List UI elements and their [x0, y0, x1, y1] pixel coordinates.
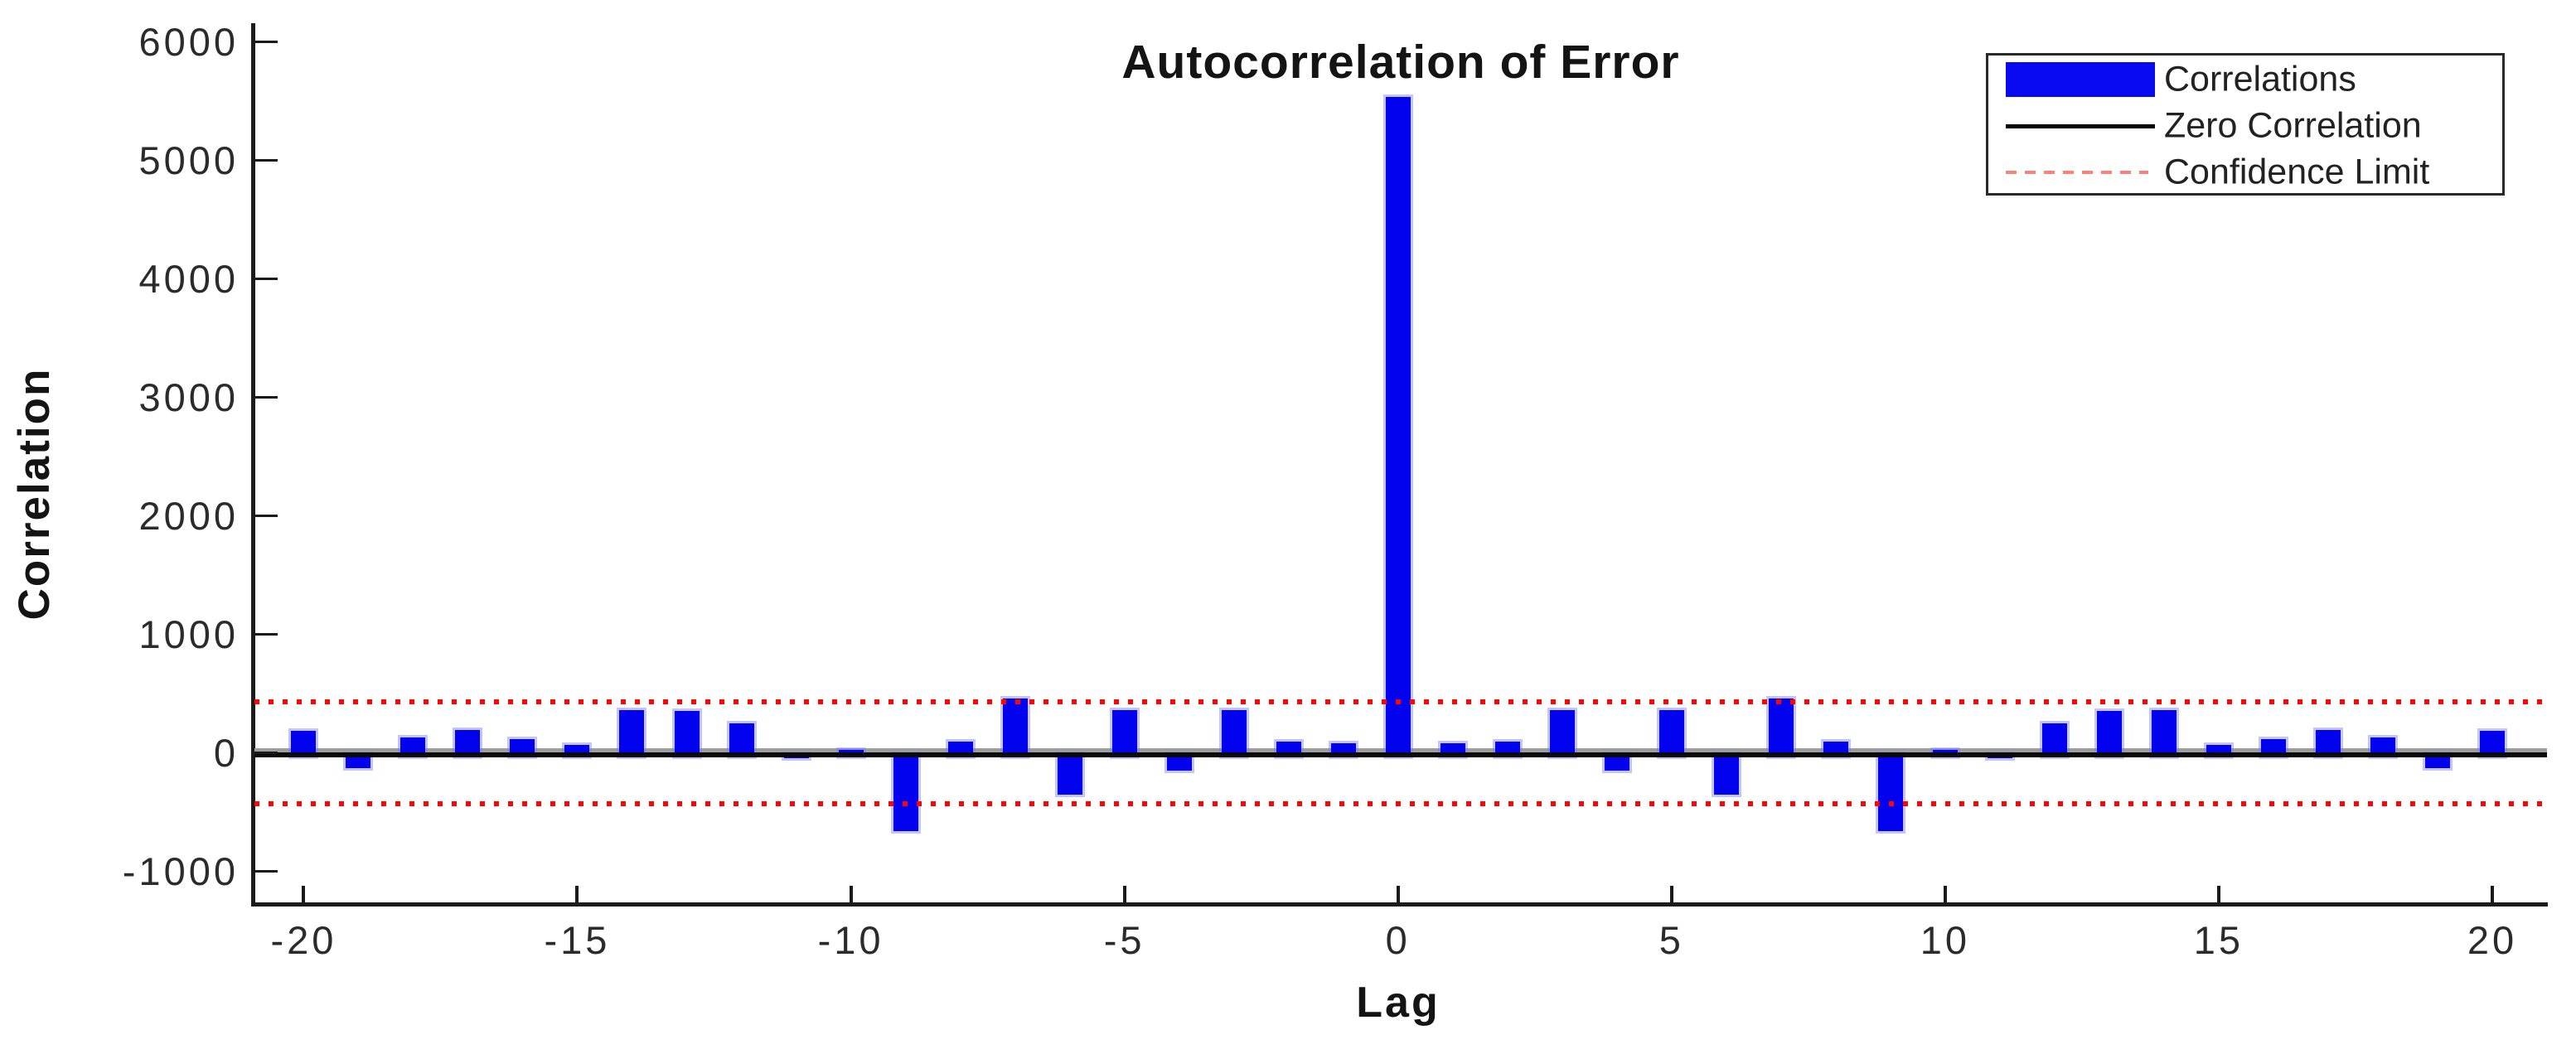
- x-tick: [1122, 886, 1126, 902]
- y-axis-spine: [251, 23, 255, 907]
- x-tick-label: -20: [270, 918, 337, 962]
- y-tick-label: -1000: [122, 849, 239, 893]
- bar-lag-3: [1549, 709, 1575, 757]
- bar-lag-6: [1713, 753, 1739, 795]
- bar-lag-7: [1768, 699, 1794, 757]
- legend-item-zero-correlation: Zero Correlation: [1988, 103, 2502, 149]
- x-tick-label: 10: [1920, 918, 1970, 962]
- bar-lag--9: [893, 753, 918, 832]
- legend-item-correlations: Correlations: [1988, 56, 2502, 103]
- bar-lag--18: [400, 737, 426, 757]
- x-tick: [575, 886, 579, 902]
- black-line-swatch-icon: [2006, 124, 2155, 128]
- bar-lag--12: [729, 723, 754, 757]
- zero-correlation-line: [254, 752, 2547, 757]
- x-tick: [2490, 886, 2494, 902]
- blue-bar-swatch-icon: [2006, 62, 2155, 97]
- bar-lag-5: [1658, 709, 1684, 757]
- x-tick: [1669, 886, 1673, 902]
- y-tick: [254, 633, 278, 636]
- bar-lag-0: [1385, 97, 1411, 757]
- bar-lag-18: [2370, 737, 2395, 757]
- y-tick: [254, 870, 278, 873]
- x-tick: [849, 886, 853, 902]
- bar-lag--16: [510, 738, 535, 757]
- bar-lag-9: [1877, 753, 1903, 832]
- bar-lag--6: [1057, 753, 1082, 795]
- x-tick-label: -15: [544, 918, 611, 962]
- confidence-limit-lower-line: [254, 801, 2547, 807]
- y-tick: [254, 159, 278, 162]
- bar-lag--19: [346, 753, 371, 769]
- x-axis-label: Lag: [1356, 979, 1441, 1027]
- y-tick: [254, 515, 278, 518]
- x-tick-label: -10: [817, 918, 884, 962]
- bar-lag--4: [1166, 753, 1192, 771]
- x-tick-label: -5: [1103, 918, 1145, 962]
- bar-lag--3: [1221, 709, 1247, 757]
- bar-lag-4: [1604, 753, 1629, 771]
- legend-item-confidence-limit: Confidence Limit: [1988, 149, 2502, 196]
- x-tick-label: 20: [2467, 918, 2518, 962]
- bar-lag--7: [1002, 699, 1028, 757]
- legend: Correlations Zero Correlation Confidence…: [1986, 53, 2505, 196]
- plot-area: [254, 23, 2547, 902]
- y-tick: [254, 396, 278, 399]
- legend-label: Correlations: [2164, 59, 2356, 99]
- x-tick-label: 0: [1385, 918, 1411, 962]
- bar-lag--5: [1111, 709, 1137, 757]
- bar-lag-20: [2479, 731, 2505, 757]
- bar-lag--20: [291, 731, 317, 757]
- y-tick-label: 3000: [138, 375, 239, 419]
- bar-lag--14: [619, 710, 645, 757]
- bar-lag-13: [2096, 711, 2122, 757]
- y-tick-label: 2000: [138, 493, 239, 538]
- bar-lag-12: [2041, 723, 2067, 757]
- x-tick: [1396, 886, 1400, 902]
- bar-lag--13: [674, 711, 700, 757]
- legend-label: Zero Correlation: [2164, 105, 2422, 146]
- x-tick: [2216, 886, 2220, 902]
- y-tick: [254, 278, 278, 281]
- y-tick-label: 1000: [138, 612, 239, 656]
- y-tick: [254, 41, 278, 44]
- confidence-limit-upper-line: [254, 699, 2547, 705]
- red-dashed-swatch-icon: [2006, 171, 2148, 174]
- x-tick-label: 5: [1658, 918, 1684, 962]
- x-tick: [302, 886, 306, 902]
- x-tick-label: 15: [2193, 918, 2244, 962]
- y-tick-label: 6000: [138, 19, 239, 64]
- bar-lag-14: [2151, 710, 2177, 757]
- y-tick: [254, 752, 278, 755]
- bar-lag-19: [2424, 753, 2450, 769]
- bar-lag-16: [2260, 738, 2286, 757]
- x-axis-spine: [251, 902, 2548, 907]
- legend-label: Confidence Limit: [2164, 152, 2430, 192]
- x-tick: [1943, 886, 1947, 902]
- y-tick-label: 5000: [138, 138, 239, 182]
- y-tick-label: 4000: [138, 256, 239, 301]
- bar-lag-17: [2315, 729, 2341, 757]
- bar-lag--17: [455, 729, 481, 757]
- y-tick-label: 0: [213, 730, 239, 775]
- chart-title: Autocorrelation of Error: [1121, 36, 1680, 89]
